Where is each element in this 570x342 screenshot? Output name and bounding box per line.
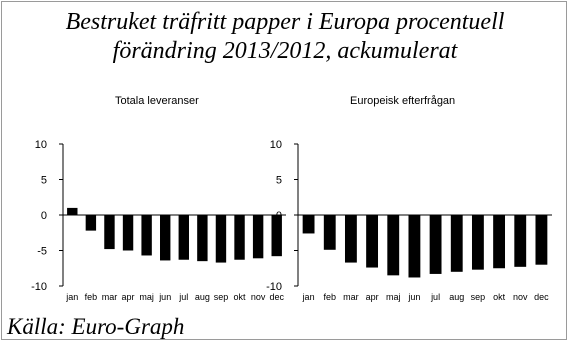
chart-1-x-tick-label: okt: [234, 292, 247, 302]
chart-1-x-tick-label: maj: [139, 292, 154, 302]
chart-2-bar: [387, 215, 400, 276]
chart-2-y-tick-label: -10: [266, 281, 282, 293]
chart-2-x-tick-label: nov: [513, 292, 528, 302]
chart-1-x-tick-label: jan: [65, 292, 78, 302]
chart-1-bar: [160, 215, 171, 261]
chart-2-x-tick-label: mar: [343, 292, 359, 302]
chart-1-bar: [252, 215, 264, 259]
chart-1-x-tick-label: mar: [102, 292, 118, 302]
chart-1-bar: [234, 215, 245, 260]
chart-1-x-tick-label: dec: [269, 292, 284, 302]
chart-1-x-tick-label: nov: [251, 292, 266, 302]
chart-2-x-tick-label: maj: [386, 292, 401, 302]
chart-2-bar: [514, 215, 527, 267]
chart-2-bar: [344, 215, 357, 263]
chart-2-bar: [408, 215, 421, 278]
chart-1-bar: [178, 215, 189, 260]
chart-2-y-tick-label: 10: [270, 139, 282, 151]
chart-2-bar: [535, 215, 548, 265]
chart-2-x-tick-label: jul: [430, 292, 440, 302]
chart-2-x-tick-label: aug: [449, 292, 464, 302]
chart-1-x-tick-label: feb: [85, 292, 98, 302]
chart-2-bar: [450, 215, 463, 272]
chart-2-y-tick-label: -5: [272, 246, 282, 258]
chart-1-bar: [104, 215, 115, 250]
chart-1-x-tick-label: aug: [195, 292, 210, 302]
chart-2-x-tick-label: okt: [493, 292, 506, 302]
chart-2-title: Europeisk efterfrågan: [350, 95, 455, 107]
chart-1-y-tick-label: 0: [41, 210, 47, 222]
chart-2-bar: [493, 215, 506, 269]
source-note: Källa: Euro-Graph: [7, 314, 185, 339]
chart-1-x-tick-label: jul: [178, 292, 188, 302]
chart-2-x-tick-label: feb: [323, 292, 336, 302]
chart-2-bar: [429, 215, 442, 274]
chart-2-x-tick-label: apr: [366, 292, 379, 302]
chart-1-bar: [122, 215, 134, 251]
chart-1-y-tick-label: 5: [41, 175, 47, 187]
chart-1-x-tick-label: apr: [122, 292, 135, 302]
figure-title: Bestruket träfritt papper i Europa proce…: [2, 8, 568, 66]
figure-title-line-2: förändring 2013/2012, ackumulerat: [112, 38, 458, 64]
chart-1-x-tick-label: jun: [158, 292, 171, 302]
chart-2-bar: [366, 215, 379, 268]
chart-1-bar: [85, 215, 97, 231]
chart-1-y-tick-label: 10: [35, 139, 47, 151]
chart-1-bar: [141, 215, 152, 256]
chart-2-y-tick-label: 5: [276, 175, 282, 187]
chart-1-bar: [67, 207, 78, 215]
chart-2-bar: [323, 215, 336, 250]
chart-2-x-tick-label: dec: [534, 292, 549, 302]
chart-1-x-tick-label: sep: [214, 292, 229, 302]
figure-title-line-1: Bestruket träfritt papper i Europa proce…: [65, 9, 505, 35]
chart-1-title: Totala leveranser: [115, 95, 199, 107]
chart-1-bar: [215, 215, 227, 263]
chart-1-bar: [271, 215, 282, 257]
chart-2-bar: [302, 215, 315, 234]
chart-1-y-tick-label: -5: [37, 246, 47, 258]
chart-2-bar: [471, 215, 484, 270]
chart-1-bar: [197, 215, 208, 262]
chart-2-y-tick-label: 0: [276, 210, 282, 222]
chart-2-x-tick-label: sep: [471, 292, 486, 302]
chart-2-x-tick-label: jan: [302, 292, 315, 302]
chart-1-y-tick-label: -10: [31, 281, 47, 293]
chart-2-x-tick-label: jun: [407, 292, 420, 302]
